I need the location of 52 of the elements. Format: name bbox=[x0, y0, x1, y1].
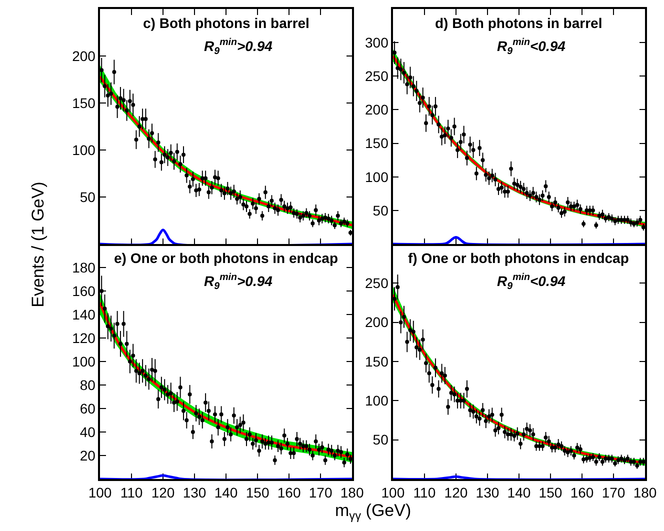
text: d) Both photons in barrel bbox=[435, 15, 602, 31]
y-tick-label: 50 bbox=[372, 202, 389, 218]
y-tick-label: 150 bbox=[365, 353, 389, 370]
y-tick-label: 100 bbox=[72, 353, 96, 370]
x-tick-label: 110 bbox=[120, 484, 143, 501]
y-tick-label: 200 bbox=[365, 102, 389, 118]
x-tick-label: 140 bbox=[507, 484, 531, 501]
chart-title: c) Both photons in barrel bbox=[143, 15, 310, 31]
x-tick-label: 160 bbox=[570, 484, 594, 501]
x-tick-label: 180 bbox=[633, 484, 657, 501]
text: R$_{9}$$^{min}$<0.94 bbox=[497, 37, 566, 57]
y-tick-label: 50 bbox=[372, 432, 389, 448]
y-tick-label: 80 bbox=[80, 376, 96, 393]
y-tick-label: 150 bbox=[365, 135, 389, 152]
y-tick-label: 20 bbox=[80, 447, 96, 464]
y-tick-label: 200 bbox=[72, 48, 96, 64]
y-axis-title: Events / (1 GeV) bbox=[28, 182, 48, 308]
y-tick-label: 250 bbox=[365, 68, 389, 84]
x-tick-label: 180 bbox=[340, 484, 364, 501]
line-series bbox=[392, 236, 645, 244]
chart-title: e) One or both photons in endcap bbox=[114, 250, 338, 266]
y-tick-label: 300 bbox=[365, 34, 389, 50]
x-tick-label: 120 bbox=[151, 484, 175, 501]
y-tick-label: 200 bbox=[365, 314, 389, 330]
x-tick-label: 170 bbox=[602, 484, 626, 501]
y-tick-label: 160 bbox=[72, 282, 96, 299]
x-tick-label: 170 bbox=[308, 484, 332, 501]
x-tick-label: 150 bbox=[538, 484, 562, 501]
y-tick-label: 120 bbox=[72, 330, 96, 346]
text: R$_{9}$$^{min}$>0.94 bbox=[204, 272, 273, 292]
y-tick-label: 150 bbox=[72, 94, 96, 111]
text: R$_{9}$$^{min}$>0.94 bbox=[204, 37, 273, 57]
x-tick-label: 140 bbox=[214, 484, 238, 501]
x-tick-label: 130 bbox=[182, 484, 206, 501]
y-tick-label: 40 bbox=[80, 424, 96, 440]
y-tick-label: 60 bbox=[80, 400, 96, 416]
x-tick-label: 130 bbox=[476, 484, 500, 501]
y-tick-label: 250 bbox=[365, 275, 389, 292]
y-tick-label: 140 bbox=[72, 306, 96, 322]
y-tick-label: 100 bbox=[72, 142, 96, 158]
line-series bbox=[100, 228, 352, 244]
y-tick-label: 50 bbox=[80, 188, 96, 205]
y-tick-label: 100 bbox=[365, 168, 389, 185]
x-tick-label: 160 bbox=[277, 484, 301, 501]
y-tick-label: 180 bbox=[72, 259, 96, 276]
y-tick-label: 100 bbox=[365, 392, 389, 409]
x-tick-label: 110 bbox=[413, 484, 436, 501]
x-tick-label: 120 bbox=[444, 484, 468, 501]
text: R$_{9}$$^{min}$<0.94 bbox=[497, 272, 566, 292]
chart-title: f) One or both photons in endcap bbox=[408, 250, 629, 266]
x-tick-label: 150 bbox=[246, 484, 270, 501]
x-axis-title: m$_{γγ}$ (GeV) bbox=[335, 501, 412, 523]
